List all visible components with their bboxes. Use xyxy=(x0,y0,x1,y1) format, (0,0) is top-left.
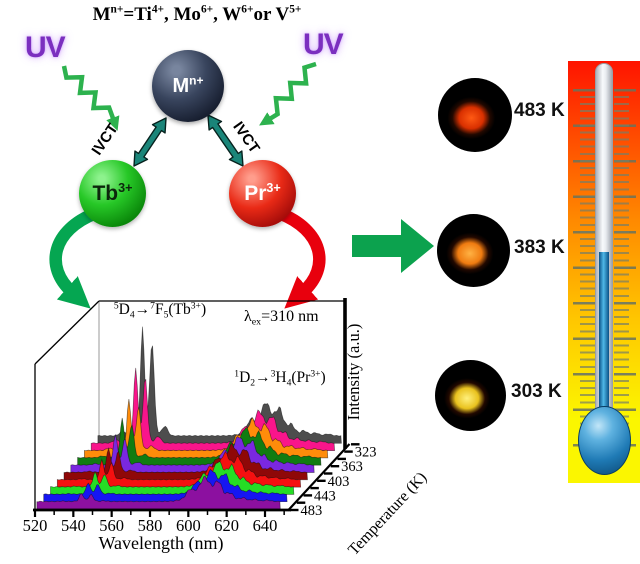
svg-text:560: 560 xyxy=(99,516,124,535)
scheme-arrows xyxy=(49,61,326,309)
svg-text:363: 363 xyxy=(341,459,363,475)
pr-ion-label: Pr3+ xyxy=(244,180,281,205)
svg-text:540: 540 xyxy=(61,516,86,535)
uv-label-left: UV xyxy=(25,31,66,64)
emission-photo-383k xyxy=(437,214,510,287)
plot-axes xyxy=(33,443,351,512)
spectra-series xyxy=(36,326,342,510)
thermometer-ticks-left-short xyxy=(580,96,595,448)
temperature-label-483k: 483 K xyxy=(514,100,565,121)
metal-ion-sphere: Mn+ xyxy=(152,50,224,122)
pr-ion-sphere: Pr3+ xyxy=(229,160,296,227)
svg-text:5D4→7F5(Tb3+): 5D4→7F5(Tb3+) xyxy=(114,300,206,320)
svg-text:620: 620 xyxy=(214,516,239,535)
svg-text:Temperature (K): Temperature (K) xyxy=(345,469,430,559)
svg-text:403: 403 xyxy=(328,474,350,490)
temperature-label-383k: 383 K xyxy=(514,237,565,258)
svg-text:λex=310 nm: λex=310 nm xyxy=(244,308,319,328)
svg-text:323: 323 xyxy=(355,445,377,461)
pr-curved-arrow xyxy=(276,207,326,309)
thermometer-bulb xyxy=(578,406,631,475)
plot-frame xyxy=(34,298,347,510)
uv-wavy-arrow-left xyxy=(61,65,120,131)
emission-photo-303k xyxy=(435,360,506,431)
temperature-label-303k: 303 K xyxy=(511,381,562,402)
svg-text:Intensity (a.u.): Intensity (a.u.) xyxy=(344,324,363,421)
svg-text:483: 483 xyxy=(301,503,323,519)
ivct-double-arrow-left xyxy=(133,117,167,167)
tb-curved-arrow xyxy=(49,207,99,309)
svg-text:1D2→3H4(Pr3+): 1D2→3H4(Pr3+) xyxy=(234,368,325,388)
svg-text:600: 600 xyxy=(176,516,201,535)
uv-label-right: UV xyxy=(303,28,344,61)
emission-photo-483k xyxy=(438,78,512,152)
svg-text:580: 580 xyxy=(138,516,163,535)
svg-text:443: 443 xyxy=(314,488,336,504)
thermometer-liquid xyxy=(599,252,609,428)
metal-ion-label: Mn+ xyxy=(172,72,204,97)
thermometer xyxy=(568,61,640,483)
thermometer-ticks-right-short xyxy=(614,96,629,448)
tb-ion-label: Tb3+ xyxy=(92,180,133,205)
svg-text:Wavelength (nm): Wavelength (nm) xyxy=(98,533,223,554)
formula-title: Mn+=Ti4+, Mo6+, W6+or V5+ xyxy=(92,3,302,25)
svg-text:520: 520 xyxy=(23,516,48,535)
tb-ion-sphere: Tb3+ xyxy=(79,160,146,227)
uv-wavy-arrow-right xyxy=(259,61,317,126)
svg-text:640: 640 xyxy=(253,516,278,535)
